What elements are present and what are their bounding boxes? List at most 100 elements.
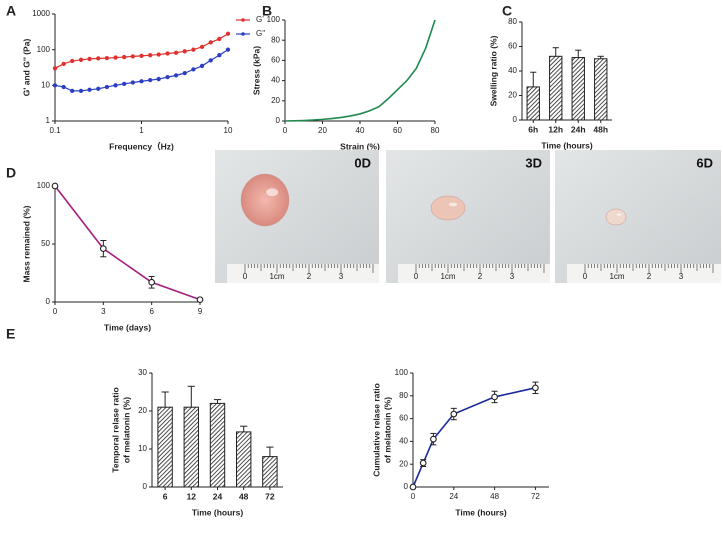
x-tick-label: 12h <box>548 124 563 134</box>
y-tick-label: 100 <box>37 45 51 54</box>
bar <box>549 55 563 121</box>
photo-label: 6D <box>696 155 713 170</box>
x-tick-label: 72 <box>265 491 275 501</box>
data-point <box>104 55 110 61</box>
y-tick-label: 20 <box>508 91 517 100</box>
x-tick-label: 72 <box>531 492 540 501</box>
data-point <box>148 53 153 58</box>
photo: 0 1cm 2 3 6D <box>555 150 721 283</box>
hydrogel <box>430 195 466 221</box>
data-point <box>70 88 75 94</box>
data-point <box>217 36 222 42</box>
data-point <box>450 410 458 418</box>
data-point <box>182 70 187 76</box>
ruler-label: 1cm <box>269 272 284 281</box>
data-point <box>165 74 170 80</box>
data-point <box>208 58 213 63</box>
data-point <box>78 88 84 94</box>
legend-marker <box>241 18 245 22</box>
x-axis-title: Strain (%) <box>340 141 380 151</box>
data-point <box>130 54 135 59</box>
y-axis-title: Mass remained (%) <box>21 205 31 282</box>
data-point <box>191 47 196 52</box>
data-point <box>78 57 84 62</box>
data-point <box>196 296 204 304</box>
series-line <box>54 33 229 69</box>
data-point <box>113 55 118 60</box>
photo-label: 3D <box>525 155 542 170</box>
x-tick-label: 3 <box>101 307 106 316</box>
ruler-label: 3 <box>339 272 344 281</box>
x-tick-label: 6h <box>528 124 538 134</box>
panel-label: A <box>6 3 16 19</box>
panel-label: D <box>6 165 16 181</box>
data-point <box>156 76 161 82</box>
x-tick-label: 20 <box>318 126 327 135</box>
y-axis-title: Temporal relase ratio <box>110 387 120 472</box>
x-tick-label: 10 <box>224 126 233 135</box>
x-tick-label: 60 <box>393 126 402 135</box>
x-tick-label: 0 <box>283 126 288 135</box>
x-tick-label: 24 <box>449 492 458 501</box>
ruler <box>567 264 721 283</box>
photo-background <box>386 150 550 283</box>
series-line <box>412 387 536 488</box>
x-tick-label: 12 <box>187 491 197 501</box>
y-tick-label: 10 <box>138 444 147 453</box>
x-axis-title: Frequency（Hz) <box>109 141 174 151</box>
ruler-label: 0 <box>583 272 588 281</box>
data-point <box>96 86 101 91</box>
data-point <box>156 52 161 57</box>
bar <box>157 406 173 488</box>
photo: 0 1cm 2 3 0D <box>215 150 379 283</box>
x-axis-title: Time (hours) <box>455 507 506 517</box>
ruler <box>398 264 550 283</box>
data-point <box>52 83 58 88</box>
data-point <box>139 79 144 84</box>
data-point <box>61 84 66 90</box>
y-tick-label: 100 <box>37 181 51 190</box>
y-tick-label: 100 <box>395 368 409 377</box>
ruler-label: 0 <box>414 272 419 281</box>
data-point <box>491 393 498 401</box>
bar <box>183 406 200 488</box>
data-point <box>122 54 127 60</box>
y-tick-label: 0 <box>404 482 409 491</box>
x-tick-label: 0.1 <box>49 126 61 135</box>
x-tick-label: 6 <box>163 491 168 501</box>
y-tick-label: 80 <box>271 35 280 44</box>
bar <box>526 86 540 121</box>
ruler <box>227 264 379 283</box>
bar <box>235 431 252 488</box>
data-point <box>87 87 92 92</box>
hydrogel <box>240 173 290 227</box>
data-point <box>208 40 213 45</box>
series-line <box>284 19 436 122</box>
data-point <box>199 63 205 69</box>
y-tick-label: 10 <box>41 80 50 89</box>
data-point <box>225 47 231 52</box>
bar <box>594 58 608 121</box>
highlight <box>616 213 622 216</box>
y-axis-title: of melatonin (%) <box>121 397 131 463</box>
data-point <box>96 56 101 61</box>
panel-label: C <box>502 3 512 19</box>
ruler-label: 1cm <box>440 272 455 281</box>
ruler-label: 2 <box>478 272 483 281</box>
data-point <box>532 384 539 392</box>
bar <box>209 402 226 488</box>
y-tick-label: 0 <box>46 297 51 306</box>
data-point <box>409 483 417 491</box>
y-tick-label: 80 <box>399 391 408 400</box>
y-axis-title: Cumulative relase ratio <box>371 383 381 477</box>
x-tick-label: 24 <box>213 491 223 501</box>
data-point <box>173 50 179 55</box>
y-tick-label: 40 <box>508 66 517 75</box>
x-tick-label: 9 <box>198 307 203 316</box>
bar <box>262 456 278 488</box>
data-point <box>182 49 187 54</box>
ruler-label: 1cm <box>609 272 624 281</box>
ruler-label: 3 <box>510 272 515 281</box>
y-tick-label: 20 <box>271 96 280 105</box>
ruler-label: 3 <box>679 272 684 281</box>
